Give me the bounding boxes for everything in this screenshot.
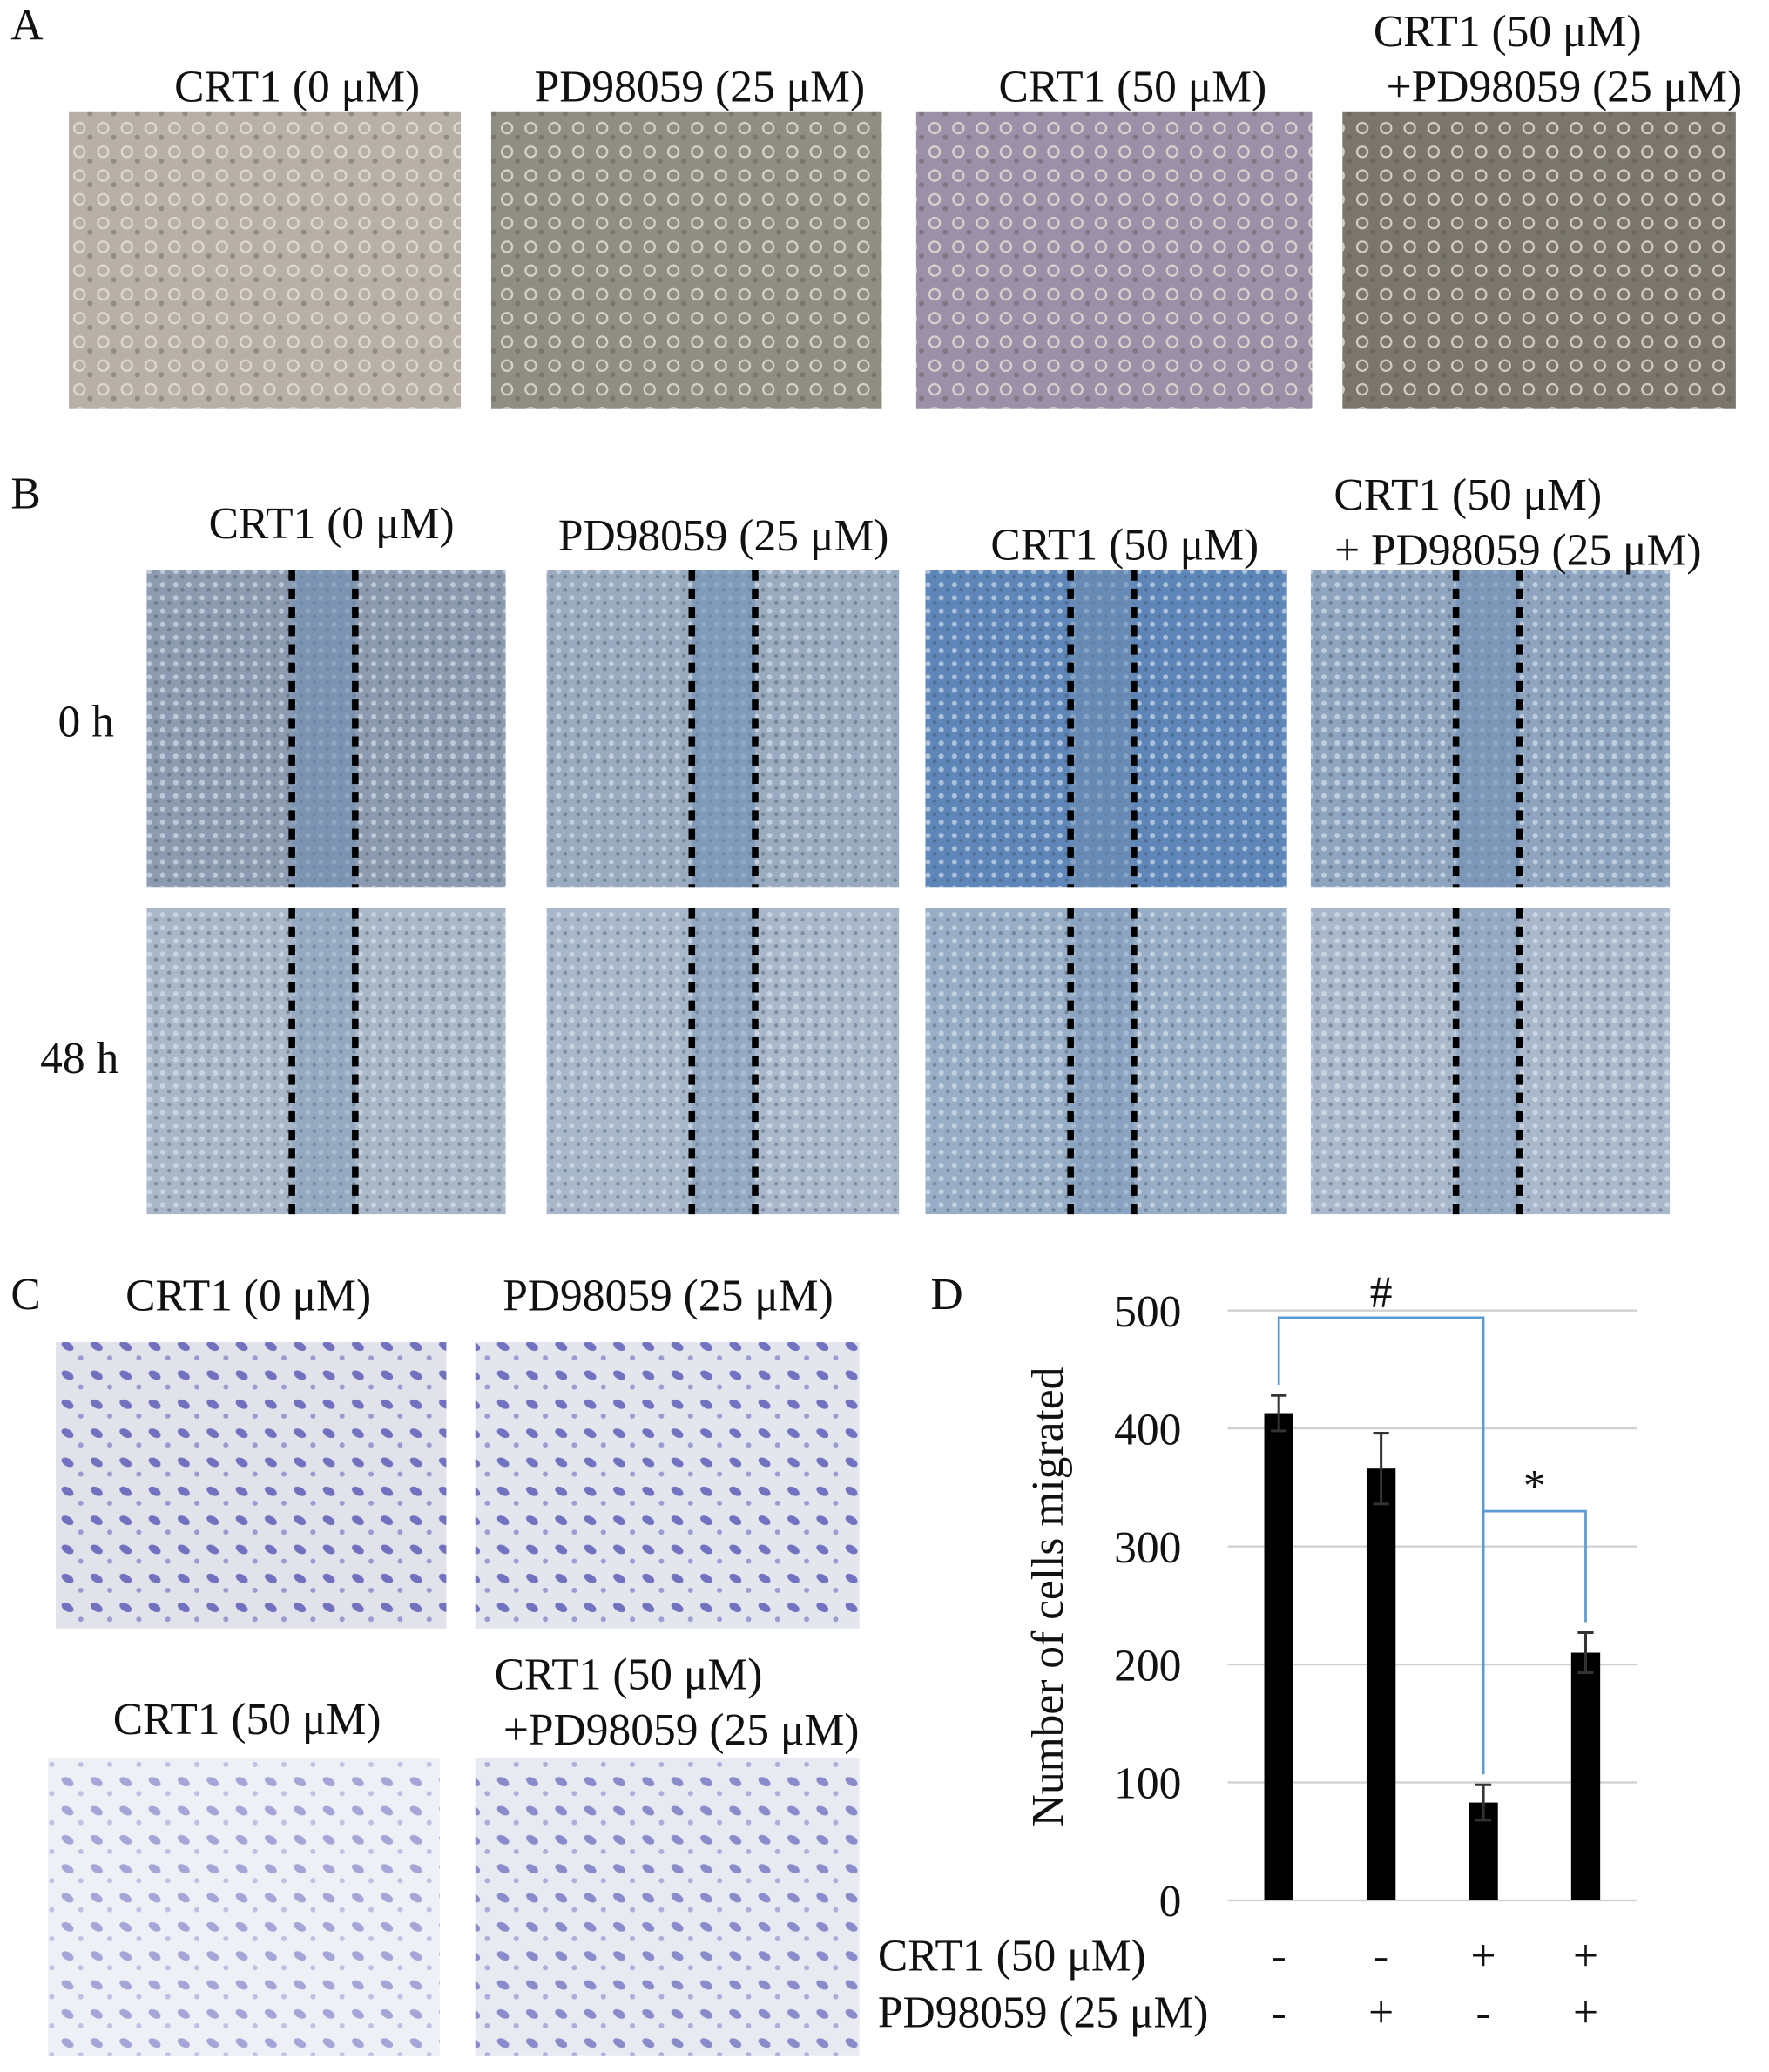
caption: CRT1 (50 μM) <box>495 1650 763 1700</box>
panel-label: D <box>931 1270 963 1319</box>
y-tick-label: 400 <box>1114 1405 1181 1454</box>
row-label: 48 h <box>40 1034 118 1083</box>
photo-texture <box>475 1342 860 1629</box>
caption: PD98059 (25 μM) <box>535 63 866 112</box>
scratch-gap <box>692 908 756 1215</box>
condition-mark: + <box>1471 1931 1496 1981</box>
bar <box>1366 1468 1396 1901</box>
photo-texture <box>47 1758 440 2056</box>
photo-texture <box>1310 908 1671 1215</box>
error-bar <box>1271 1394 1287 1433</box>
y-tick-label: 0 <box>1159 1877 1182 1927</box>
caption: +PD98059 (25 μM) <box>1387 63 1743 112</box>
y-tick-label: 500 <box>1114 1287 1181 1337</box>
panel-b-images <box>146 570 1671 1215</box>
photo-texture <box>1342 111 1736 409</box>
caption: CRT1 (50 μM) <box>1374 7 1642 57</box>
significance-label: # <box>1370 1268 1393 1318</box>
photo-texture <box>475 1758 860 2056</box>
scratch-gap <box>1070 570 1134 888</box>
significance-label: * <box>1523 1461 1546 1511</box>
caption: CRT1 (0 μM) <box>209 499 455 549</box>
caption: PD98059 (25 μM) <box>558 511 889 561</box>
condition-mark: + <box>1573 1988 1598 2037</box>
condition-mark: - <box>1272 1988 1286 2037</box>
condition-mark: - <box>1272 1931 1286 1981</box>
panel-a-images <box>69 111 1736 409</box>
scratch-gap <box>1455 570 1520 888</box>
panel-c-images <box>47 1342 860 2056</box>
condition-mark: - <box>1374 1931 1388 1981</box>
caption: CRT1 (0 μM) <box>174 63 420 112</box>
y-tick-label: 300 <box>1114 1523 1181 1573</box>
photo-texture <box>925 908 1287 1215</box>
caption: CRT1 (50 μM) <box>990 520 1259 570</box>
caption: + PD98059 (25 μM) <box>1334 526 1701 576</box>
panel-label: C <box>10 1270 40 1319</box>
y-tick-label: 100 <box>1114 1759 1181 1809</box>
caption: PD98059 (25 μM) <box>503 1272 834 1321</box>
error-bar <box>1475 1783 1492 1822</box>
caption: +PD98059 (25 μM) <box>503 1705 860 1755</box>
error-bar <box>1373 1432 1389 1506</box>
condition-mark: + <box>1368 1988 1394 2037</box>
condition-label: CRT1 (50 μM) <box>878 1931 1146 1981</box>
photo-texture <box>490 111 882 409</box>
scratch-gap <box>292 570 355 888</box>
condition-label: PD98059 (25 μM) <box>878 1988 1209 2037</box>
photo-texture <box>146 908 506 1215</box>
scratch-gap <box>1455 908 1520 1215</box>
photo-texture <box>915 111 1313 409</box>
bar <box>1570 1652 1601 1901</box>
y-tick-label: 200 <box>1114 1641 1181 1691</box>
photo-texture <box>55 1342 447 1629</box>
panel-label: B <box>10 469 40 518</box>
scratch-gap <box>692 570 756 888</box>
caption: CRT1 (50 μM) <box>113 1695 381 1745</box>
caption: CRT1 (50 μM) <box>998 63 1266 112</box>
scratch-gap <box>292 908 355 1215</box>
caption: CRT1 (50 μM) <box>1334 470 1602 520</box>
bar <box>1264 1413 1293 1901</box>
photo-texture <box>69 111 462 409</box>
significance-bracket <box>1482 1509 1587 1775</box>
y-axis-label: Number of cells migrated <box>1023 1367 1073 1826</box>
photo-texture <box>546 908 900 1215</box>
error-bar <box>1577 1630 1594 1675</box>
panel-label: A <box>10 0 43 50</box>
condition-mark: + <box>1573 1931 1598 1981</box>
scratch-gap <box>1070 908 1134 1215</box>
row-label: 0 h <box>58 698 115 747</box>
condition-mark: - <box>1475 1988 1490 2037</box>
caption: CRT1 (0 μM) <box>125 1272 371 1321</box>
